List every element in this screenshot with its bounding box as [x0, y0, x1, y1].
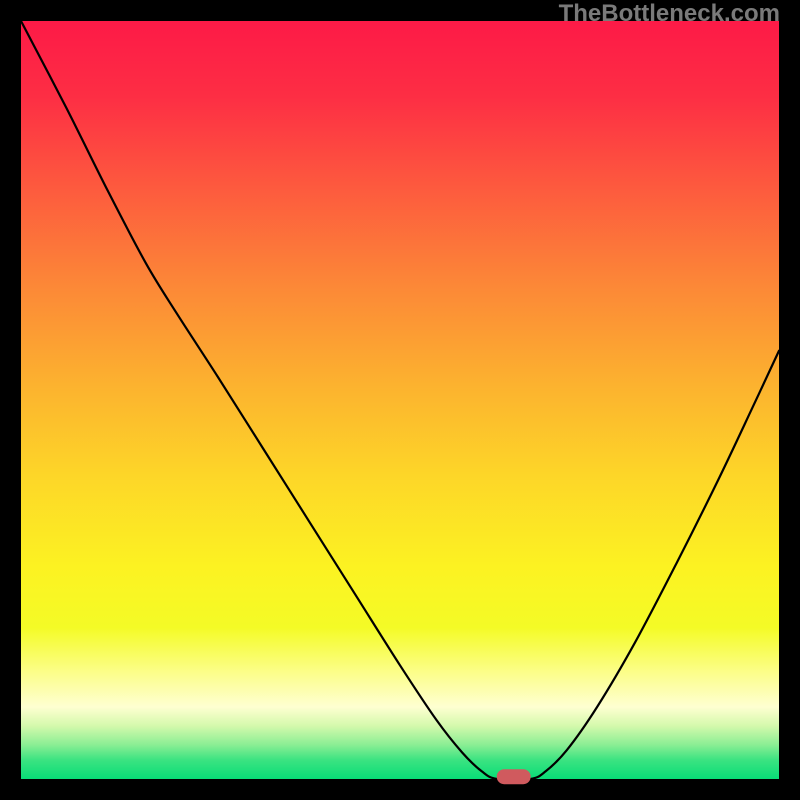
optimal-marker	[497, 769, 531, 784]
chart-container: TheBottleneck.com	[0, 0, 800, 800]
plot-svg	[0, 0, 800, 800]
watermark-text: TheBottleneck.com	[559, 0, 780, 28]
